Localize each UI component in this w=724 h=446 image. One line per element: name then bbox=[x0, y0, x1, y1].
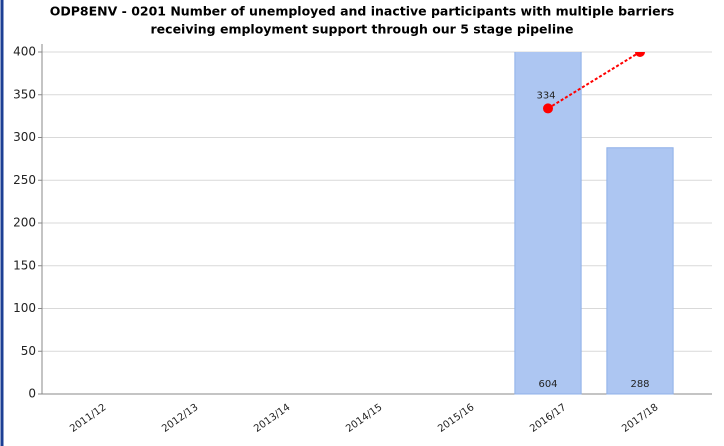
plot-area bbox=[514, 52, 674, 395]
value-label: 334 bbox=[536, 90, 555, 101]
y-tick-label: 400 bbox=[13, 45, 36, 59]
y-tick-label: 0 bbox=[28, 387, 36, 401]
point bbox=[635, 52, 645, 57]
value-label: 288 bbox=[630, 379, 649, 390]
y-tick-label: 100 bbox=[13, 301, 36, 315]
labels: 604 288 334 bbox=[536, 90, 649, 390]
value-label: 604 bbox=[538, 379, 557, 390]
bar bbox=[606, 147, 674, 395]
y-tick-label: 250 bbox=[13, 173, 36, 187]
chart-title: receiving employment support through our… bbox=[151, 22, 574, 37]
chart-title: ODP8ENV - 0201 Number of unemployed and … bbox=[50, 4, 674, 19]
y-tick-label: 300 bbox=[13, 130, 36, 144]
line bbox=[547, 52, 641, 110]
y-tick-label: 50 bbox=[21, 344, 36, 358]
point bbox=[543, 103, 553, 114]
bar bbox=[514, 52, 582, 395]
y-tick-label: 350 bbox=[13, 87, 36, 101]
y-tick-label: 150 bbox=[13, 258, 36, 272]
y-tick-label: 200 bbox=[13, 216, 36, 230]
